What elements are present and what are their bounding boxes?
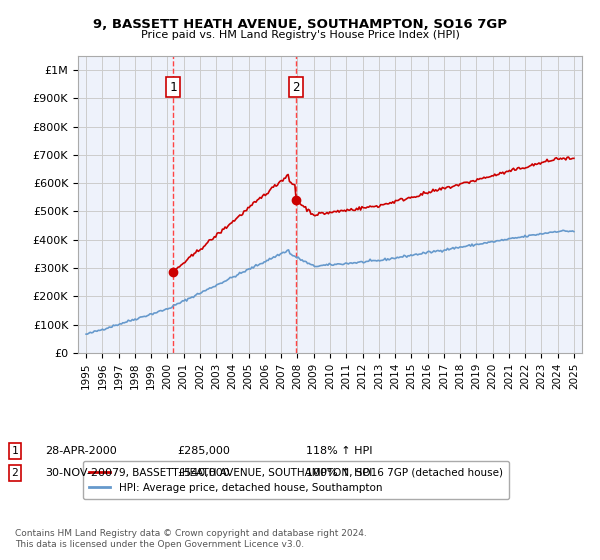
- Text: 1: 1: [169, 81, 176, 94]
- Text: 2: 2: [292, 81, 300, 94]
- Text: 9, BASSETT HEATH AVENUE, SOUTHAMPTON, SO16 7GP: 9, BASSETT HEATH AVENUE, SOUTHAMPTON, SO…: [93, 18, 507, 31]
- Text: 2: 2: [11, 468, 19, 478]
- Text: 28-APR-2000: 28-APR-2000: [45, 446, 117, 456]
- Text: £540,000: £540,000: [177, 468, 230, 478]
- Legend: 9, BASSETT HEATH AVENUE, SOUTHAMPTON, SO16 7GP (detached house), HPI: Average pr: 9, BASSETT HEATH AVENUE, SOUTHAMPTON, SO…: [83, 461, 509, 499]
- Text: Price paid vs. HM Land Registry's House Price Index (HPI): Price paid vs. HM Land Registry's House …: [140, 30, 460, 40]
- Text: 118% ↑ HPI: 118% ↑ HPI: [306, 446, 373, 456]
- Text: 30-NOV-2007: 30-NOV-2007: [45, 468, 119, 478]
- Text: Contains HM Land Registry data © Crown copyright and database right 2024.
This d: Contains HM Land Registry data © Crown c…: [15, 529, 367, 549]
- Text: 100% ↑ HPI: 100% ↑ HPI: [306, 468, 373, 478]
- Text: £285,000: £285,000: [177, 446, 230, 456]
- Text: 1: 1: [11, 446, 19, 456]
